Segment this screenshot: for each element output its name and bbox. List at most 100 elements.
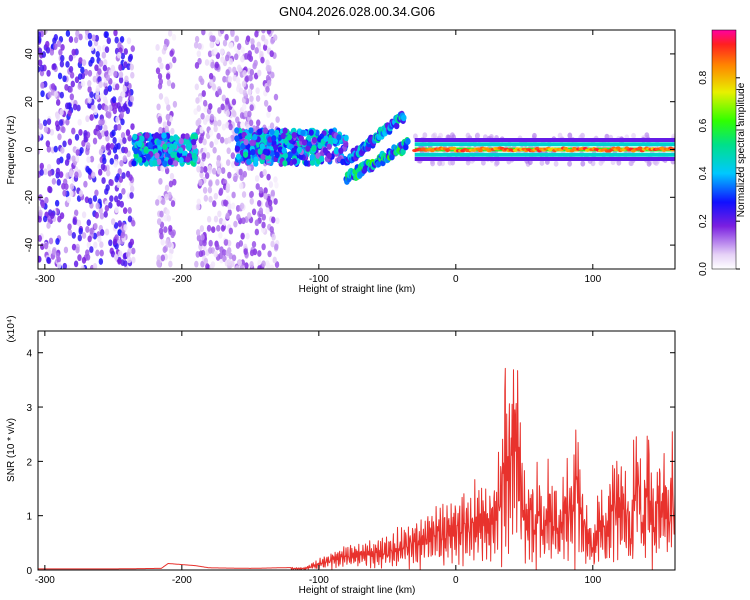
spectrogram-cell: [213, 125, 218, 133]
spectrogram-cell: [249, 261, 254, 268]
spectrogram-cell: [323, 135, 329, 142]
spectrogram-cell: [141, 156, 147, 163]
spectrogram-cell: [164, 184, 170, 192]
spectrogram-cell: [98, 60, 104, 67]
spectrogram-cell: [195, 128, 201, 135]
spectrogram-cell: [274, 129, 280, 136]
spectrogram-cell: [59, 212, 65, 220]
spectrogram-cell: [78, 128, 83, 136]
spectrogram-cell: [62, 189, 67, 197]
spectrogram-cell: [100, 72, 105, 79]
spectrogram-cell: [194, 35, 200, 43]
spectrogram-cell: [46, 118, 52, 125]
spectrogram-cell: [222, 249, 227, 256]
spectrogram-cell: [241, 191, 247, 198]
spectrogram-cell: [157, 72, 163, 80]
spectrogram-cell: [111, 129, 116, 137]
spectrogram-cell: [43, 30, 48, 35]
spectrogram-cell: [267, 136, 273, 143]
spectrogram-cell: [267, 105, 272, 113]
spectrogram-cell: [163, 43, 168, 51]
spectrogram-cell: [54, 199, 60, 207]
spectrogram-cell: [261, 30, 266, 34]
spectrogram-cell: [123, 146, 129, 154]
spectrogram-cell: [273, 93, 279, 101]
spectrogram-cell: [86, 219, 91, 227]
spectrogram-cell: [52, 63, 57, 70]
spectrogram-cell: [56, 157, 61, 165]
spectrogram-cell: [201, 90, 206, 97]
spectrogram-cell: [108, 104, 113, 112]
spectrogram-cell: [248, 74, 253, 82]
spectrogram-cell: [87, 96, 92, 104]
spectrogram-cell: [118, 71, 124, 78]
spectrogram-cell: [260, 153, 266, 160]
spectrogram-cell: [126, 37, 132, 45]
spectrogram-cell: [158, 78, 164, 86]
spectrogram-cell: [50, 212, 55, 219]
x-tick-label: -200: [172, 575, 192, 586]
spectrogram-cell: [194, 62, 200, 69]
spectrogram-cell: [103, 124, 108, 132]
spectrogram-cell: [200, 78, 205, 86]
spectrogram-cell: [273, 144, 279, 151]
colorbar: 0.0 0.2 0.4 0.6 0.8 Normalized spectral ampl…: [698, 29, 747, 276]
spectrogram-cell: [322, 147, 328, 154]
spectrogram-cell: [166, 104, 171, 111]
colorbar-tick-label: 0.2: [698, 214, 709, 228]
spectrogram-cell: [194, 83, 199, 91]
spectrogram-cell: [110, 250, 116, 258]
spectrogram-cell: [282, 152, 289, 159]
spectrogram-cell: [71, 243, 77, 251]
spectrogram-cell: [77, 118, 82, 126]
spectrogram-cell: [242, 89, 247, 97]
spectrogram-cell: [256, 199, 262, 207]
spectrogram-cell: [120, 118, 125, 126]
spectrogram-cell: [97, 68, 102, 76]
spectrogram-cell: [220, 56, 225, 64]
spectrogram-cell: [87, 40, 93, 47]
spectrogram-cell: [227, 75, 233, 83]
spectrogram-cell: [209, 141, 214, 148]
spectrogram-cell: [103, 210, 108, 218]
spectrogram-cell: [125, 107, 131, 115]
spectrogram-cell: [74, 171, 79, 179]
spectrogram-cell: [300, 129, 306, 137]
colorbar-ticks: 0.0 0.2 0.4 0.6 0.8: [698, 70, 740, 276]
spectrogram-cell: [247, 110, 252, 118]
spectrogram-cell: [208, 239, 213, 247]
spectrogram-cell: [319, 155, 325, 163]
spectrogram-cell: [243, 138, 249, 146]
spectrogram-cell: [242, 151, 249, 158]
spectrogram-cell: [111, 96, 117, 104]
spectrogram-cell: [267, 250, 272, 258]
spectrogram-cell: [637, 146, 643, 150]
spectrogram-cell: [73, 209, 79, 217]
spectrogram-cell: [97, 103, 102, 111]
spectrogram-cell: [229, 42, 234, 49]
spectrogram-cell: [99, 92, 105, 100]
spectrogram-cell: [232, 110, 237, 118]
spectrogram-cell: [195, 119, 200, 127]
spectrogram-cell: [400, 148, 406, 156]
spectrogram-cell: [67, 229, 73, 236]
spectrogram-cell: [67, 223, 72, 231]
spectrogram-cell: [60, 54, 65, 62]
spectrogram-cell: [230, 30, 235, 38]
spectrogram-cell: [45, 40, 50, 48]
spectrogram-cell: [291, 158, 298, 165]
spectrogram-cell: [258, 207, 264, 215]
spectrogram-cell: [269, 128, 275, 136]
spectrogram-cell: [261, 213, 266, 221]
spectrogram-cell: [222, 75, 227, 83]
spectrogram-cell: [104, 46, 110, 54]
spectrogram-cell: [72, 218, 77, 225]
spectrogram-cell: [85, 148, 90, 156]
spectrogram-cell: [273, 176, 278, 184]
spectrogram-cell: [124, 75, 129, 83]
spectrogram-cell: [64, 183, 69, 191]
spectrogram-cell: [265, 85, 270, 93]
spectrogram-cell: [265, 207, 270, 215]
spectrogram-cell: [69, 190, 74, 197]
spectrogram-cell: [241, 80, 247, 88]
